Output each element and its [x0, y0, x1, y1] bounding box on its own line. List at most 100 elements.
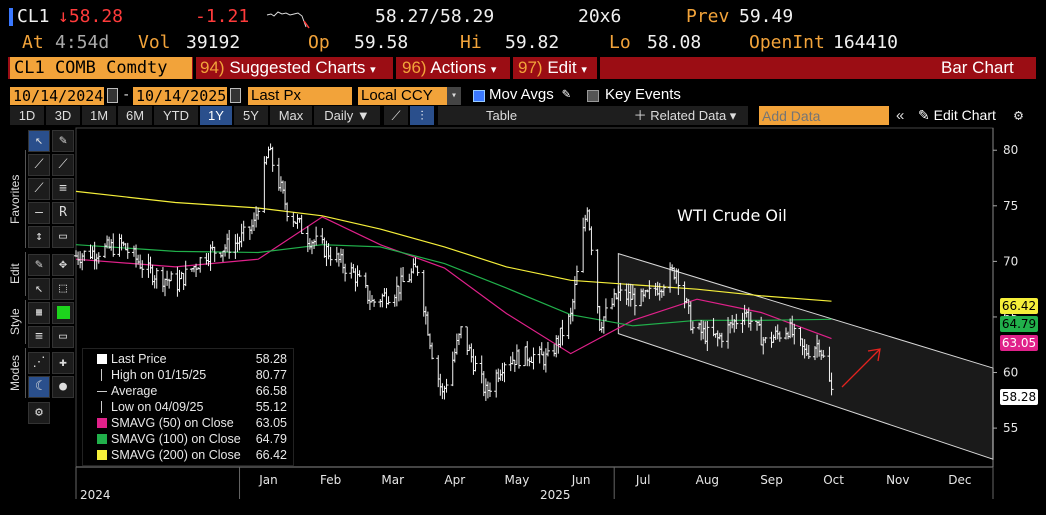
gear-icon[interactable]: ⚙ [28, 402, 50, 424]
table-button[interactable]: Table [438, 106, 628, 125]
pencil-icon[interactable]: ✎ [28, 254, 50, 276]
key-events-label[interactable]: Key Events [605, 86, 681, 103]
x-tick-label: Nov [886, 473, 909, 487]
line-chart-icon[interactable]: ⟋ [384, 106, 408, 125]
low-label: Lo [609, 32, 631, 53]
calendar-icon[interactable] [230, 88, 241, 103]
dashed-line-icon[interactable]: ⋰ [28, 352, 50, 374]
low-value: 58.08 [647, 32, 702, 53]
range-5y[interactable]: 5Y [234, 106, 268, 125]
annotate-button[interactable]: ✎ Annotate [481, 128, 561, 146]
y-tick-label: 70 [1003, 254, 1018, 268]
pointer-icon[interactable]: ↖ [28, 278, 50, 300]
channel-fill [617, 252, 994, 460]
reset-button[interactable]: ◉ Reset [624, 150, 684, 168]
bid-ask-size: 20x6 [578, 6, 622, 27]
range-max[interactable]: Max [270, 106, 312, 125]
line-width-icon[interactable]: ≡ [28, 326, 50, 348]
line-tool-icon[interactable]: ⟋ [28, 154, 50, 176]
x-tick-label: Sep [760, 473, 783, 487]
open-value: 59.58 [354, 32, 409, 53]
mov-avgs-checkbox[interactable] [473, 90, 485, 102]
edit-chart-button[interactable]: ✎ Edit Chart [918, 107, 996, 123]
line-style-icon[interactable]: ▭ [52, 326, 74, 348]
pen-tool-icon[interactable]: ✎ [52, 130, 74, 152]
palette-icon[interactable]: ● [52, 376, 74, 398]
high-label: Hi [460, 32, 482, 53]
field-selector[interactable]: Last Px [248, 87, 352, 105]
bar-chart-icon[interactable]: ⫶ [410, 106, 434, 125]
security-field[interactable]: CL1 COMB Comdty [10, 57, 192, 79]
tag-sma200: 66.42 [1000, 298, 1038, 314]
period-selector[interactable]: Daily ▼ [314, 106, 380, 125]
swatch-icon [97, 418, 107, 428]
cursor-icon[interactable]: ↖ [28, 130, 50, 152]
key-events-checkbox[interactable] [587, 90, 599, 102]
edit-num: 97) [518, 58, 543, 77]
legend-average: Average 66.58 [83, 383, 293, 399]
tab-favorites[interactable]: Favorites [8, 150, 26, 248]
legend-label: SMAVG (50) on Close [111, 416, 234, 430]
edit-menu[interactable]: 97) Edit ▾ [518, 57, 587, 79]
track-label: Track [435, 129, 468, 144]
channel-tool-icon[interactable]: ≡ [52, 178, 74, 200]
ticker-marker [9, 8, 13, 26]
collapse-icon[interactable]: « [896, 107, 905, 124]
actions-menu[interactable]: 96) Actions ▾ [402, 57, 496, 79]
low-marker-icon [101, 401, 102, 413]
text-tool-icon[interactable]: R [52, 202, 74, 224]
swatch-icon [97, 354, 107, 364]
pencil-icon[interactable]: ✎ [562, 86, 571, 102]
high-value: 59.82 [505, 32, 560, 53]
crosshair-icon[interactable]: ✚ [52, 352, 74, 374]
price-tool-icon[interactable]: ↕ [28, 226, 50, 248]
hline-tool-icon[interactable]: — [28, 202, 50, 224]
ray-tool-icon[interactable]: ⟋ [52, 154, 74, 176]
move-icon[interactable]: ✥ [52, 254, 74, 276]
range-3d[interactable]: 3D [46, 106, 80, 125]
y-tick-label: 75 [1003, 199, 1018, 213]
function-bar [8, 57, 1036, 79]
range-6m[interactable]: 6M [118, 106, 152, 125]
legend-label: Last Price [111, 352, 167, 366]
select-icon[interactable]: ⬚ [52, 278, 74, 300]
actions-num: 96) [402, 58, 427, 77]
track-button[interactable]: ✢ Track [415, 128, 479, 146]
news-button[interactable]: ☰ News [565, 128, 623, 146]
green-color-icon[interactable] [52, 302, 74, 324]
range-ytd[interactable]: YTD [154, 106, 198, 125]
chart-type-label[interactable]: Bar Chart [941, 58, 1014, 77]
suggested-charts-menu[interactable]: 94) Suggested Charts ▾ [200, 57, 376, 79]
suggested-label: Suggested Charts [229, 58, 366, 77]
annotate-label: Annotate [498, 129, 551, 144]
average-marker-icon [97, 391, 107, 392]
tab-modes[interactable]: Modes [8, 348, 26, 398]
end-date-field[interactable]: 10/14/2025 [133, 87, 227, 105]
tag-sma50: 63.05 [1000, 335, 1038, 351]
tab-style[interactable]: Style [8, 300, 26, 344]
range-1y[interactable]: 1Y [200, 106, 232, 125]
mov-avgs-label[interactable]: Mov Avgs [489, 86, 554, 103]
gear-icon[interactable]: ⚙ [1014, 106, 1024, 124]
rect-tool-icon[interactable]: ▭ [52, 226, 74, 248]
currency-selector[interactable]: Local CCY [358, 87, 448, 105]
x-tick-label: Jul [635, 473, 650, 487]
color-swatch-icon[interactable]: ▦ [28, 302, 50, 324]
related-data-label: Related Data [650, 108, 727, 123]
add-data-input[interactable] [759, 106, 889, 125]
chevron-down-icon[interactable]: ▾ [447, 87, 461, 105]
range-1m[interactable]: 1M [82, 106, 116, 125]
calendar-icon[interactable] [107, 88, 118, 103]
tab-edit[interactable]: Edit [8, 252, 26, 296]
at-label: At [22, 32, 44, 53]
mode-icon[interactable]: ☾ [28, 376, 50, 398]
trend-tool-icon[interactable]: ⟋ [28, 178, 50, 200]
zoom-button[interactable]: ⌕ Zoom [627, 128, 687, 146]
range-1d[interactable]: 1D [10, 106, 44, 125]
x-tick-label: Feb [320, 473, 341, 487]
zoom-label: Zoom [641, 129, 676, 144]
tag-last: 58.28 [1000, 389, 1038, 405]
start-date-field[interactable]: 10/14/2024 [10, 87, 104, 105]
related-data-menu[interactable]: ＋ Related Data ▾ [622, 106, 748, 125]
ticker[interactable]: CL1 [17, 6, 50, 27]
